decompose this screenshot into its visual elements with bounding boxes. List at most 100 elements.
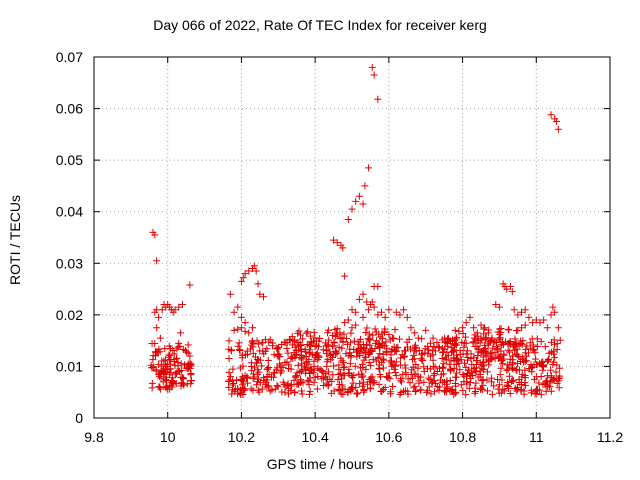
x-tick-label: 10.6 bbox=[375, 429, 402, 445]
data-point bbox=[377, 373, 385, 381]
data-point bbox=[225, 376, 233, 384]
data-point bbox=[263, 376, 271, 384]
data-point bbox=[487, 349, 495, 357]
data-point bbox=[390, 343, 398, 351]
data-point bbox=[350, 345, 358, 353]
data-point bbox=[426, 352, 434, 360]
data-point bbox=[533, 342, 541, 350]
data-point bbox=[410, 384, 418, 392]
y-tick-label: 0.04 bbox=[56, 204, 83, 220]
data-point bbox=[184, 360, 192, 368]
data-point bbox=[477, 321, 485, 329]
data-point bbox=[348, 383, 356, 391]
data-point bbox=[255, 368, 263, 376]
data-point bbox=[151, 340, 159, 348]
data-point bbox=[502, 338, 510, 346]
data-point bbox=[324, 368, 332, 376]
data-point bbox=[298, 367, 306, 375]
data-point bbox=[450, 340, 458, 348]
data-point bbox=[374, 353, 382, 361]
data-point bbox=[175, 303, 183, 311]
data-point bbox=[504, 379, 512, 387]
data-point bbox=[547, 111, 555, 119]
data-point bbox=[321, 373, 329, 381]
data-point bbox=[399, 370, 407, 378]
data-point bbox=[374, 95, 382, 103]
data-point bbox=[236, 389, 244, 397]
data-point bbox=[427, 390, 435, 398]
data-point bbox=[386, 336, 394, 344]
data-point bbox=[381, 313, 389, 321]
data-point bbox=[335, 343, 343, 351]
data-point bbox=[471, 389, 479, 397]
data-point bbox=[497, 341, 505, 349]
data-point bbox=[354, 347, 362, 355]
data-point bbox=[374, 282, 382, 290]
data-point bbox=[512, 327, 520, 335]
data-point bbox=[495, 381, 503, 389]
data-point bbox=[529, 319, 537, 327]
data-point bbox=[370, 303, 378, 311]
data-point bbox=[344, 340, 352, 348]
data-point bbox=[400, 347, 408, 355]
data-point bbox=[348, 324, 356, 332]
data-point bbox=[478, 336, 486, 344]
data-point bbox=[446, 387, 454, 395]
data-point bbox=[229, 365, 237, 373]
data-point bbox=[362, 329, 370, 337]
data-point bbox=[392, 372, 400, 380]
data-point bbox=[305, 390, 313, 398]
data-point bbox=[298, 387, 306, 395]
data-point bbox=[519, 337, 527, 345]
data-point bbox=[171, 370, 179, 378]
data-point bbox=[423, 388, 431, 396]
data-point bbox=[324, 329, 332, 337]
data-point bbox=[365, 330, 373, 338]
data-point bbox=[506, 372, 514, 380]
data-point bbox=[411, 387, 419, 395]
data-point bbox=[298, 390, 306, 398]
data-point bbox=[242, 374, 250, 382]
data-point bbox=[186, 365, 194, 373]
data-point bbox=[483, 368, 491, 376]
data-point bbox=[158, 306, 166, 314]
data-point bbox=[350, 337, 358, 345]
data-point bbox=[539, 362, 547, 370]
data-point bbox=[536, 319, 544, 327]
data-point bbox=[513, 383, 521, 391]
data-point bbox=[273, 345, 281, 353]
data-point bbox=[334, 385, 342, 393]
data-point bbox=[411, 382, 419, 390]
data-point bbox=[456, 350, 464, 358]
data-point bbox=[556, 336, 564, 344]
data-point bbox=[379, 350, 387, 358]
data-point bbox=[397, 389, 405, 397]
data-point bbox=[409, 363, 417, 371]
data-point bbox=[280, 380, 288, 388]
data-point bbox=[513, 387, 521, 395]
data-point bbox=[352, 308, 360, 316]
data-point bbox=[482, 334, 490, 342]
data-point bbox=[505, 384, 513, 392]
data-point bbox=[367, 362, 375, 370]
data-point bbox=[321, 339, 329, 347]
data-point bbox=[341, 272, 349, 280]
data-point bbox=[166, 351, 174, 359]
data-point bbox=[167, 344, 175, 352]
data-point bbox=[303, 364, 311, 372]
data-point bbox=[424, 342, 432, 350]
data-point bbox=[266, 336, 274, 344]
data-point bbox=[396, 361, 404, 369]
data-point bbox=[370, 71, 378, 79]
data-point bbox=[240, 377, 248, 385]
data-point bbox=[401, 387, 409, 395]
data-point bbox=[293, 338, 301, 346]
data-point bbox=[327, 352, 335, 360]
data-point bbox=[380, 356, 388, 364]
data-point bbox=[488, 374, 496, 382]
data-point bbox=[225, 378, 233, 386]
data-point bbox=[390, 365, 398, 373]
data-point bbox=[304, 328, 312, 336]
data-point bbox=[375, 361, 383, 369]
data-point bbox=[470, 365, 478, 373]
